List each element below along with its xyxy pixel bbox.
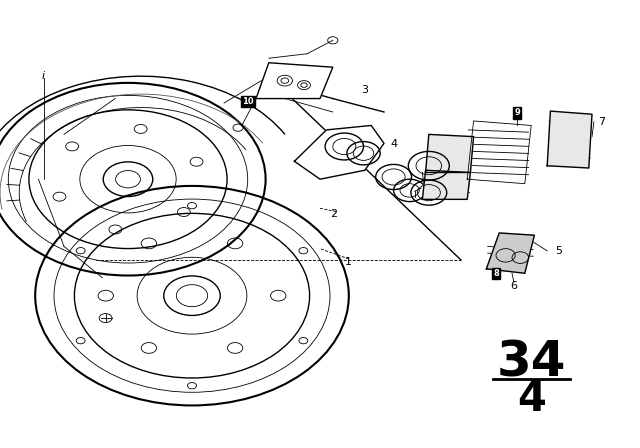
Text: 4: 4	[390, 139, 397, 149]
Polygon shape	[426, 134, 474, 172]
Text: 7: 7	[598, 117, 605, 127]
Text: 9: 9	[515, 108, 520, 117]
Polygon shape	[467, 121, 531, 184]
Text: 3: 3	[362, 85, 368, 95]
Text: 5: 5	[556, 246, 562, 256]
Text: 8: 8	[493, 269, 499, 278]
Text: 4: 4	[516, 378, 546, 420]
Polygon shape	[422, 170, 470, 199]
Text: 6: 6	[511, 281, 517, 291]
Text: 1: 1	[346, 257, 352, 267]
Polygon shape	[294, 125, 384, 179]
Polygon shape	[486, 233, 534, 273]
Text: 10: 10	[242, 97, 253, 106]
Polygon shape	[256, 63, 333, 99]
Text: 2: 2	[330, 209, 338, 219]
Text: 34: 34	[497, 339, 566, 387]
Text: i: i	[42, 71, 45, 81]
Polygon shape	[547, 111, 592, 168]
